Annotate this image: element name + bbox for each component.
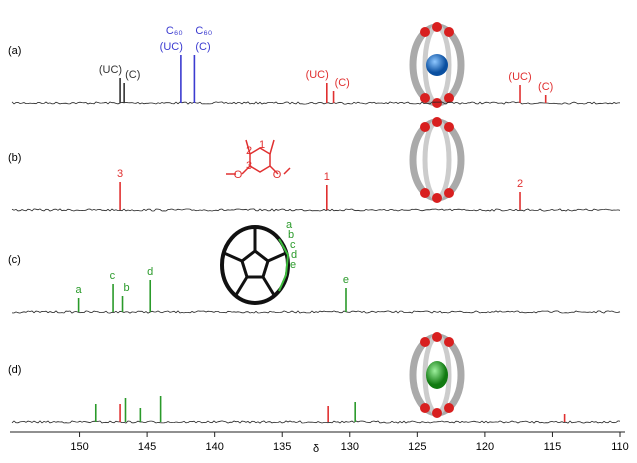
c70-molecule <box>222 227 288 303</box>
peak-label: c <box>110 270 116 282</box>
peak-label: 3 <box>117 168 123 180</box>
cage-with-c70 <box>413 332 461 418</box>
peak-label: (C) <box>125 69 140 81</box>
structure-label: 2 <box>246 145 252 157</box>
baseline-noise <box>12 311 620 313</box>
peak-label: C₆₀ <box>195 25 212 37</box>
x-tick-label: 110 <box>611 441 629 453</box>
peak-label: (C) <box>195 41 210 53</box>
x-tick-label: 135 <box>273 441 291 453</box>
panel-label: (b) <box>8 152 21 164</box>
cage-empty <box>413 117 461 203</box>
structure-label: O <box>273 169 282 181</box>
x-tick-label: 145 <box>138 441 156 453</box>
peak-label: 2 <box>517 178 523 190</box>
cage-with-c60 <box>413 22 461 108</box>
structure-label: O <box>234 169 243 181</box>
x-tick-label: 125 <box>408 441 426 453</box>
peak-label: a <box>76 284 83 296</box>
peak-label: C₆₀ <box>166 25 183 37</box>
peak-label: (UC) <box>306 69 329 81</box>
x-axis-label: δ <box>313 443 319 455</box>
x-tick-label: 120 <box>476 441 494 453</box>
baseline-noise <box>12 421 620 423</box>
x-tick-label: 115 <box>544 441 562 453</box>
structure-label: 1 <box>259 139 265 151</box>
x-tick-label: 150 <box>70 441 88 453</box>
panel-label: (a) <box>8 45 21 57</box>
peak-label: (UC) <box>160 41 183 53</box>
chart: (a)(UC)(C)C₆₀(UC)C₆₀(C)(UC)(C)(UC)(C)(b)… <box>0 0 637 458</box>
baseline-noise <box>12 209 620 211</box>
peak-label: d <box>147 266 153 278</box>
x-tick-label: 140 <box>205 441 223 453</box>
peak-label: b <box>124 282 130 294</box>
structure-label: 3 <box>246 160 252 172</box>
panel-label: (c) <box>8 254 21 266</box>
baseline-noise <box>12 102 620 104</box>
peak-label: (C) <box>335 77 350 89</box>
peak-label: (UC) <box>99 64 122 76</box>
panel-label: (d) <box>8 364 21 376</box>
cage-label: e <box>290 259 296 271</box>
peak-label: (UC) <box>508 71 531 83</box>
peak-label: 1 <box>324 171 330 183</box>
x-tick-label: 130 <box>341 441 359 453</box>
peak-label: (C) <box>538 81 553 93</box>
peak-label: e <box>343 274 349 286</box>
